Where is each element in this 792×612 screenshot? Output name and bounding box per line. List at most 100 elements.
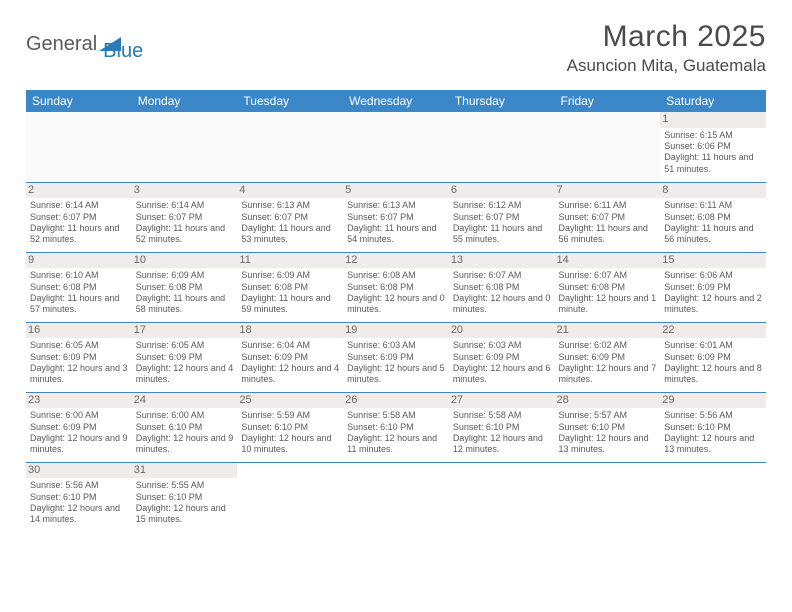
calendar-day-cell: 25Sunrise: 5:59 AMSunset: 6:10 PMDayligh… [237,392,343,462]
calendar-day-cell: 15Sunrise: 6:06 AMSunset: 6:09 PMDayligh… [660,252,766,322]
calendar-day-cell: 13Sunrise: 6:07 AMSunset: 6:08 PMDayligh… [449,252,555,322]
sunrise-line: Sunrise: 5:57 AM [559,410,657,421]
sunrise-line: Sunrise: 6:14 AM [136,200,234,211]
daylight-line: Daylight: 12 hours and 9 minutes. [136,433,234,456]
day-number: 1 [660,112,766,128]
sunset-line: Sunset: 6:08 PM [453,282,551,293]
calendar-day-cell [449,462,555,532]
calendar-day-cell: 26Sunrise: 5:58 AMSunset: 6:10 PMDayligh… [343,392,449,462]
weekday-header: Wednesday [343,90,449,112]
sunset-line: Sunset: 6:07 PM [453,212,551,223]
title-block: March 2025 Asuncion Mita, Guatemala [567,20,766,76]
calendar-day-cell [237,462,343,532]
calendar-body: 1Sunrise: 6:15 AMSunset: 6:06 PMDaylight… [26,112,766,532]
daylight-line: Daylight: 11 hours and 55 minutes. [453,223,551,246]
calendar-header-row: SundayMondayTuesdayWednesdayThursdayFrid… [26,90,766,112]
calendar-day-cell [26,112,132,182]
calendar-day-cell: 19Sunrise: 6:03 AMSunset: 6:09 PMDayligh… [343,322,449,392]
sunset-line: Sunset: 6:06 PM [664,141,762,152]
calendar-day-cell: 23Sunrise: 6:00 AMSunset: 6:09 PMDayligh… [26,392,132,462]
daylight-line: Daylight: 11 hours and 53 minutes. [241,223,339,246]
calendar-day-cell: 16Sunrise: 6:05 AMSunset: 6:09 PMDayligh… [26,322,132,392]
sunset-line: Sunset: 6:09 PM [453,352,551,363]
location-text: Asuncion Mita, Guatemala [567,56,766,76]
day-number: 29 [660,393,766,409]
daylight-line: Daylight: 11 hours and 51 minutes. [664,152,762,175]
calendar-day-cell [343,462,449,532]
calendar-day-cell: 1Sunrise: 6:15 AMSunset: 6:06 PMDaylight… [660,112,766,182]
day-number: 20 [449,323,555,339]
daylight-line: Daylight: 12 hours and 6 minutes. [453,363,551,386]
daylight-line: Daylight: 11 hours and 58 minutes. [136,293,234,316]
sunset-line: Sunset: 6:08 PM [241,282,339,293]
sunset-line: Sunset: 6:07 PM [136,212,234,223]
calendar-day-cell: 30Sunrise: 5:56 AMSunset: 6:10 PMDayligh… [26,462,132,532]
daylight-line: Daylight: 12 hours and 5 minutes. [347,363,445,386]
daylight-line: Daylight: 12 hours and 1 minute. [559,293,657,316]
sunrise-line: Sunrise: 6:02 AM [559,340,657,351]
calendar-day-cell [555,112,661,182]
daylight-line: Daylight: 11 hours and 56 minutes. [559,223,657,246]
daylight-line: Daylight: 11 hours and 52 minutes. [136,223,234,246]
calendar-week-row: 16Sunrise: 6:05 AMSunset: 6:09 PMDayligh… [26,322,766,392]
calendar-day-cell [660,462,766,532]
sunrise-line: Sunrise: 5:58 AM [347,410,445,421]
calendar-day-cell: 4Sunrise: 6:13 AMSunset: 6:07 PMDaylight… [237,182,343,252]
day-number: 19 [343,323,449,339]
sunrise-line: Sunrise: 6:07 AM [559,270,657,281]
sunrise-line: Sunrise: 6:05 AM [30,340,128,351]
sunrise-line: Sunrise: 6:09 AM [241,270,339,281]
day-number: 9 [26,253,132,269]
sunset-line: Sunset: 6:10 PM [347,422,445,433]
calendar-day-cell [237,112,343,182]
sunset-line: Sunset: 6:10 PM [136,422,234,433]
sunrise-line: Sunrise: 6:09 AM [136,270,234,281]
day-number: 11 [237,253,343,269]
calendar-day-cell [343,112,449,182]
daylight-line: Daylight: 12 hours and 0 minutes. [347,293,445,316]
sunset-line: Sunset: 6:08 PM [664,212,762,223]
calendar-day-cell [555,462,661,532]
sunrise-line: Sunrise: 6:12 AM [453,200,551,211]
sunrise-line: Sunrise: 6:08 AM [347,270,445,281]
day-number: 15 [660,253,766,269]
day-number: 26 [343,393,449,409]
day-number: 13 [449,253,555,269]
calendar-day-cell: 28Sunrise: 5:57 AMSunset: 6:10 PMDayligh… [555,392,661,462]
sunset-line: Sunset: 6:09 PM [664,282,762,293]
sunset-line: Sunset: 6:10 PM [136,492,234,503]
calendar-day-cell: 31Sunrise: 5:55 AMSunset: 6:10 PMDayligh… [132,462,238,532]
sunset-line: Sunset: 6:10 PM [559,422,657,433]
sunrise-line: Sunrise: 6:03 AM [347,340,445,351]
sunset-line: Sunset: 6:07 PM [559,212,657,223]
calendar-day-cell: 5Sunrise: 6:13 AMSunset: 6:07 PMDaylight… [343,182,449,252]
calendar-day-cell: 11Sunrise: 6:09 AMSunset: 6:08 PMDayligh… [237,252,343,322]
calendar-day-cell: 14Sunrise: 6:07 AMSunset: 6:08 PMDayligh… [555,252,661,322]
calendar-day-cell: 29Sunrise: 5:56 AMSunset: 6:10 PMDayligh… [660,392,766,462]
calendar-day-cell: 24Sunrise: 6:00 AMSunset: 6:10 PMDayligh… [132,392,238,462]
sunrise-line: Sunrise: 5:56 AM [30,480,128,491]
calendar-day-cell [132,112,238,182]
sunrise-line: Sunrise: 6:07 AM [453,270,551,281]
sunrise-line: Sunrise: 6:10 AM [30,270,128,281]
daylight-line: Daylight: 12 hours and 10 minutes. [241,433,339,456]
day-number: 10 [132,253,238,269]
calendar-week-row: 9Sunrise: 6:10 AMSunset: 6:08 PMDaylight… [26,252,766,322]
day-number: 25 [237,393,343,409]
calendar-day-cell: 21Sunrise: 6:02 AMSunset: 6:09 PMDayligh… [555,322,661,392]
calendar-day-cell: 9Sunrise: 6:10 AMSunset: 6:08 PMDaylight… [26,252,132,322]
daylight-line: Daylight: 12 hours and 9 minutes. [30,433,128,456]
sunset-line: Sunset: 6:09 PM [30,422,128,433]
daylight-line: Daylight: 12 hours and 13 minutes. [559,433,657,456]
sunset-line: Sunset: 6:10 PM [30,492,128,503]
calendar-day-cell: 17Sunrise: 6:05 AMSunset: 6:09 PMDayligh… [132,322,238,392]
calendar-day-cell: 8Sunrise: 6:11 AMSunset: 6:08 PMDaylight… [660,182,766,252]
sunset-line: Sunset: 6:08 PM [136,282,234,293]
sunset-line: Sunset: 6:08 PM [347,282,445,293]
day-number: 18 [237,323,343,339]
sunset-line: Sunset: 6:09 PM [30,352,128,363]
day-number: 22 [660,323,766,339]
sunrise-line: Sunrise: 5:55 AM [136,480,234,491]
calendar-day-cell: 2Sunrise: 6:14 AMSunset: 6:07 PMDaylight… [26,182,132,252]
day-number: 24 [132,393,238,409]
